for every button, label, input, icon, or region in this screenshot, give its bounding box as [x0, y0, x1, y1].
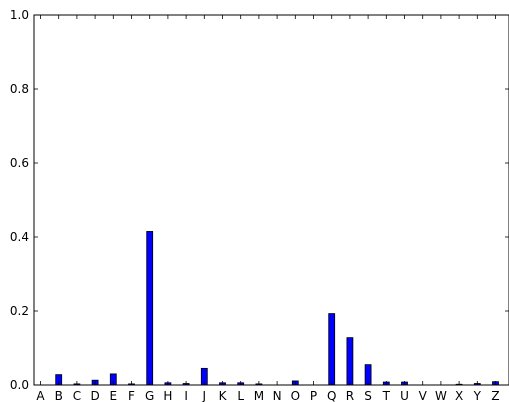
x-tick-label-c: C	[73, 389, 81, 402]
x-tick-label-p: P	[310, 389, 317, 402]
x-tick-label-f: F	[128, 389, 135, 402]
x-tick-label-x: X	[455, 389, 463, 402]
y-tick-label: 0.0	[10, 378, 29, 392]
x-tick-label-u: U	[400, 389, 409, 402]
x-tick-label-s: S	[364, 389, 372, 402]
x-tick-label-i: I	[184, 389, 188, 402]
x-tick-label-e: E	[110, 389, 118, 402]
x-tick-label-l: L	[237, 389, 244, 402]
x-tick-label-t: T	[382, 389, 391, 402]
bar-q	[328, 313, 336, 386]
x-tick-label-d: D	[90, 389, 99, 402]
plot-background	[34, 15, 509, 385]
x-tick-label-h: H	[163, 389, 172, 402]
x-tick-label-v: V	[419, 389, 428, 402]
plot-frame	[33, 14, 509, 386]
x-tick-label-z: Z	[491, 389, 499, 402]
bar-g	[146, 231, 154, 386]
x-tick-label-n: N	[273, 389, 282, 402]
x-tick-label-a: A	[36, 389, 45, 402]
x-tick-label-m: M	[254, 389, 264, 402]
y-tick-label: 0.6	[10, 156, 29, 170]
y-ticks-group: 0.0 0.2 0.4 0.6 0.8 1.0	[10, 8, 509, 392]
x-tick-label-k: K	[219, 389, 228, 402]
y-tick-label: 0.4	[10, 230, 29, 244]
x-tick-label-o: O	[291, 389, 300, 402]
bars-group	[55, 231, 499, 386]
x-tick-label-y: Y	[473, 389, 482, 402]
y-tick-label: 1.0	[10, 8, 29, 22]
y-tick-label: 0.2	[10, 304, 29, 318]
x-tick-label-w: W	[435, 389, 447, 402]
y-tick-label: 0.8	[10, 82, 29, 96]
x-tick-label-j: J	[202, 389, 207, 402]
bar-r	[346, 337, 354, 386]
x-tick-label-g: G	[145, 389, 154, 402]
x-tick-label-b: B	[55, 389, 63, 402]
x-tick-label-q: Q	[327, 389, 336, 402]
x-tick-label-r: R	[346, 389, 354, 402]
